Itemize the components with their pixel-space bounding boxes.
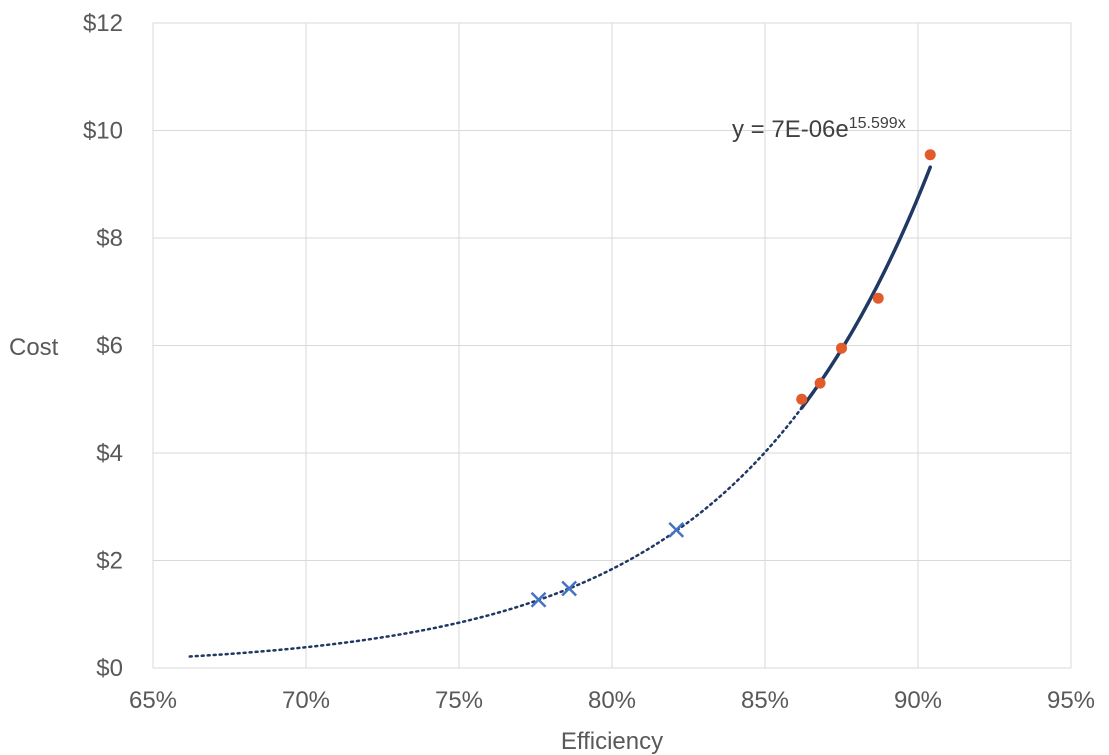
y-tick-label: $6 [96,333,123,360]
y-tick-label: $8 [96,225,123,252]
x-tick-label: 85% [741,687,789,714]
y-tick-label: $10 [83,118,123,145]
x-axis-title: Efficiency [561,728,663,755]
y-tick-label: $2 [96,548,123,575]
x-tick-label: 75% [435,687,483,714]
tick-labels: 65% 70% 75% 80% 85% 90% 95% $0 $2 $4 $6 $8 $10 $12 [83,10,1095,714]
trendline-solid [799,165,932,410]
x-tick-label: 95% [1047,687,1095,714]
x-marker-point [530,591,547,608]
x-marker-stroke [561,580,578,597]
y-tick-label: $12 [83,10,123,37]
x-marker-stroke [668,521,685,538]
data-points [530,149,936,608]
circle-marker-point [836,342,847,354]
circle-marker-point [814,377,826,389]
x-marker-point [561,580,578,597]
x-tick-label: 65% [129,687,177,714]
trendlines [188,165,932,658]
trendline-dotted [188,406,803,658]
x-marker-point [668,521,685,538]
y-tick-label: $0 [96,655,123,682]
gridlines [152,22,1072,669]
trendline-equation: y = 7E-06e15.599x [732,115,906,143]
x-tick-label: 90% [894,687,942,714]
x-tick-label: 70% [282,687,330,714]
x-tick-label: 80% [588,687,636,714]
circle-marker-point [924,149,936,161]
y-tick-label: $4 [96,440,123,467]
x-marker-stroke [530,591,547,608]
y-axis-title: Cost [9,334,59,361]
trendline-equation-base: y = 7E-06e [732,116,849,143]
trendline-equation-exponent: 15.599x [849,115,906,132]
circle-marker-point [796,393,808,405]
circle-marker-point [872,292,884,304]
